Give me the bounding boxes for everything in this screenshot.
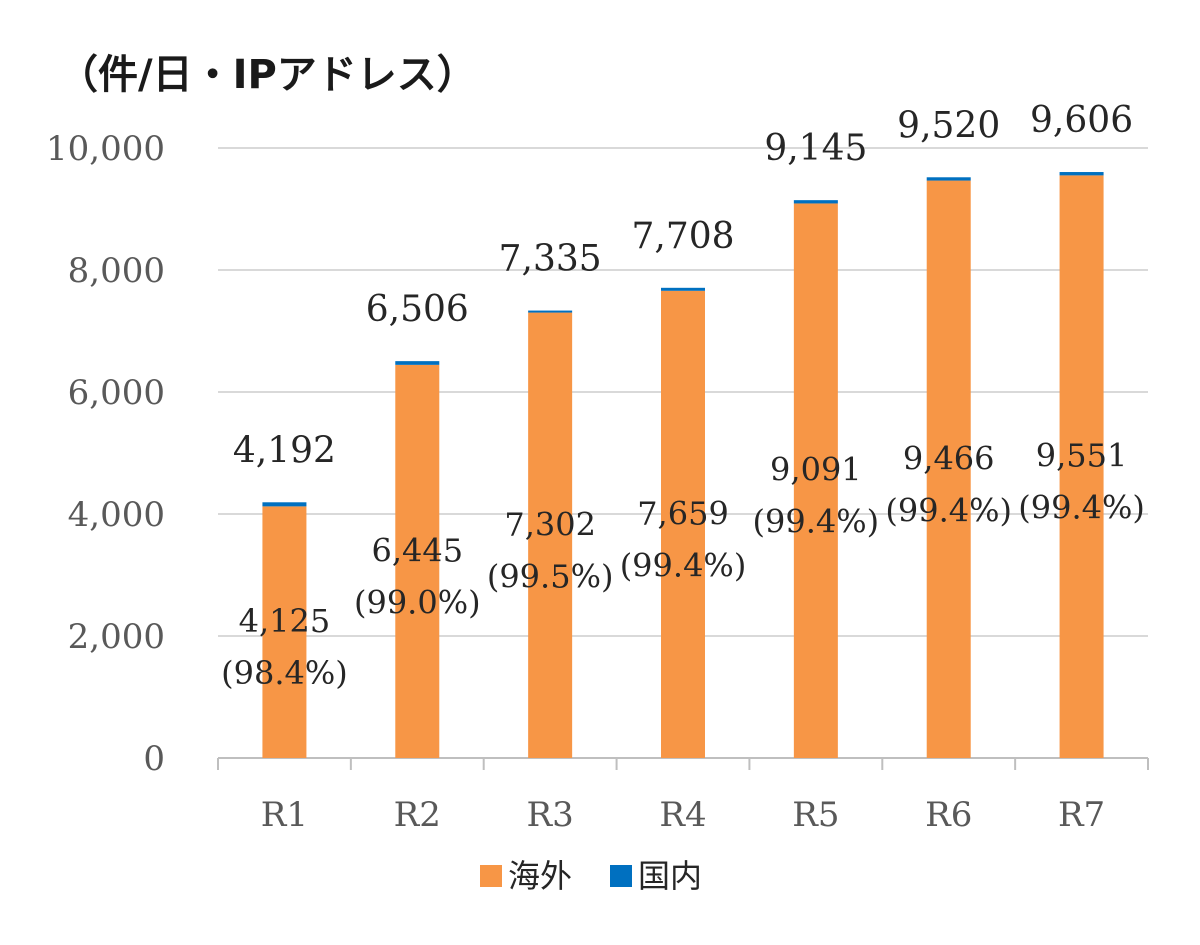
- bar-domestic: [262, 502, 307, 507]
- bar-overseas: [395, 364, 440, 758]
- x-tick-label: R1: [261, 795, 308, 835]
- total-label: 7,708: [631, 216, 734, 257]
- total-label: 9,145: [764, 128, 867, 169]
- x-tick-label: R2: [394, 795, 441, 835]
- bar-domestic: [528, 310, 573, 313]
- bar-domestic: [926, 177, 971, 181]
- total-label: 4,192: [233, 430, 336, 471]
- bar-domestic: [661, 287, 705, 291]
- overseas-value-label: 6,445: [371, 531, 463, 569]
- bar-overseas: [1059, 175, 1104, 758]
- overseas-share-label: (99.4%): [753, 503, 880, 541]
- bar-overseas: [793, 203, 838, 759]
- overseas-value-label: 7,659: [637, 494, 729, 532]
- legend-swatch: [610, 865, 632, 887]
- overseas-value-label: 9,466: [903, 439, 995, 477]
- bar-overseas: [926, 180, 971, 759]
- overseas-share-label: (99.4%): [885, 491, 1012, 529]
- overseas-share-label: (99.4%): [1018, 489, 1145, 527]
- x-tick-label: R7: [1058, 795, 1105, 835]
- x-tick-label: R4: [659, 795, 706, 835]
- overseas-value-label: 9,551: [1036, 437, 1128, 475]
- overseas-value-label: 9,091: [770, 451, 862, 489]
- bar-domestic: [1059, 172, 1104, 176]
- x-tick-label: R5: [792, 795, 839, 835]
- legend-label: 海外: [508, 857, 572, 895]
- legend-swatch: [480, 865, 502, 887]
- overseas-value-label: 7,302: [504, 505, 596, 543]
- overseas-share-label: (98.4%): [221, 654, 348, 692]
- y-tick-label: 0: [143, 739, 165, 779]
- overseas-share-label: (99.0%): [354, 583, 481, 621]
- total-label: 6,506: [366, 289, 469, 330]
- y-tick-label: 4,000: [68, 495, 165, 535]
- total-label: 7,335: [499, 239, 602, 280]
- legend-label: 国内: [638, 857, 702, 895]
- legend: 海外 国内: [480, 857, 702, 895]
- bar-overseas: [262, 506, 307, 758]
- x-tick-label: R3: [527, 795, 574, 835]
- x-tick-label: R6: [925, 795, 972, 835]
- overseas-value-label: 4,125: [239, 602, 331, 640]
- total-label: 9,520: [897, 105, 1000, 146]
- overseas-share-label: (99.5%): [487, 557, 614, 595]
- data-labels: 4,192 4,125 (98.4%) 6,506 6,445 (99.0%) 7,335 7…: [221, 100, 1145, 692]
- y-tick-label: 2,000: [68, 617, 165, 657]
- total-label: 9,606: [1030, 100, 1133, 141]
- y-tick-label: 10,000: [46, 129, 165, 169]
- bars: [262, 172, 1104, 759]
- bar-domestic: [395, 361, 440, 365]
- y-tick-label: 6,000: [68, 373, 165, 413]
- unit-label: （件/日・IPアドレス）: [58, 52, 477, 98]
- axes: 0 2,000 4,000 6,000 8,000 10,000 R1 R2 R3 R4 R5 R6 R…: [46, 129, 1149, 835]
- bar-overseas: [661, 290, 705, 758]
- bar-overseas: [528, 312, 573, 758]
- bar-domestic: [793, 200, 838, 204]
- overseas-share-label: (99.4%): [620, 546, 747, 584]
- y-tick-label: 8,000: [68, 251, 165, 291]
